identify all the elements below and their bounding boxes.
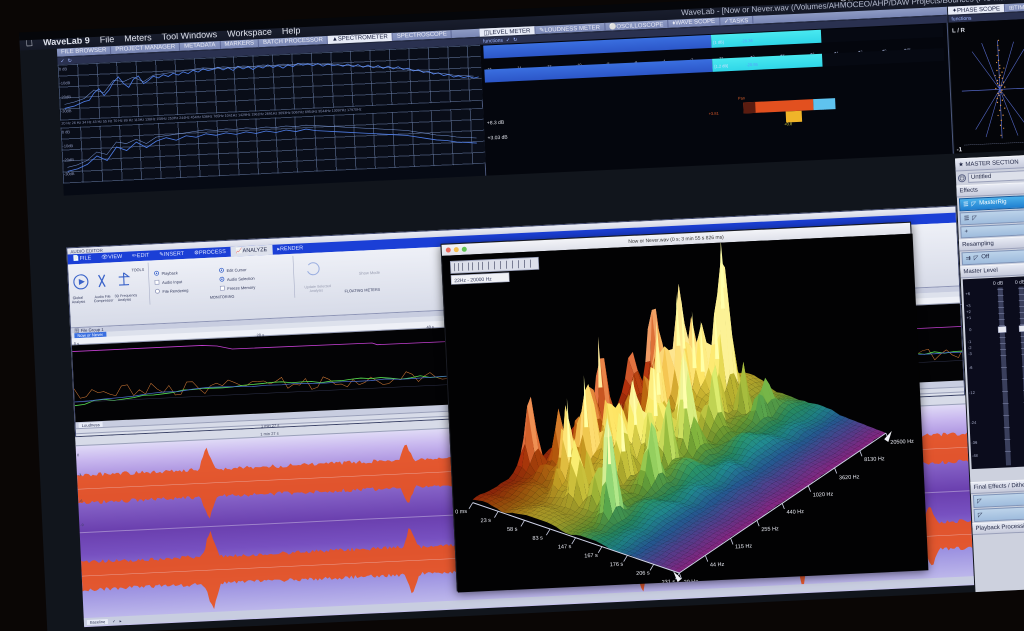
svg-text:176 s: 176 s <box>610 562 624 569</box>
svg-text:Analysis: Analysis <box>72 300 86 305</box>
svg-text:115 Hz: 115 Hz <box>735 544 753 551</box>
svg-text:-20dB: -20dB <box>60 94 71 100</box>
svg-text:206 s: 206 s <box>636 570 650 577</box>
svg-text:0: 0 <box>77 453 79 457</box>
svg-text:-10dB: -10dB <box>59 80 70 86</box>
svg-text:+2: +2 <box>966 309 972 314</box>
svg-text:+3: +3 <box>966 303 972 308</box>
svg-text:8130 Hz: 8130 Hz <box>864 456 885 463</box>
svg-text:0 dB: 0 dB <box>62 129 71 134</box>
svg-text:FLOATING METERS: FLOATING METERS <box>345 288 381 294</box>
svg-text:-6: -6 <box>969 365 974 370</box>
svg-text:0 dB: 0 dB <box>1015 279 1024 286</box>
svg-text:File Rendering: File Rendering <box>162 288 188 294</box>
svg-text:23 s: 23 s <box>480 518 491 524</box>
svg-text:-3: -3 <box>78 473 81 477</box>
svg-text:20500 Hz: 20500 Hz <box>890 439 914 446</box>
svg-text:-10dB: -10dB <box>62 143 73 149</box>
svg-text:TOOLS: TOOLS <box>131 268 144 273</box>
svg-text:Compressor: Compressor <box>94 298 115 303</box>
svg-text:-12: -12 <box>969 390 976 395</box>
svg-text:58 s: 58 s <box>507 527 518 533</box>
svg-text:-48: -48 <box>972 453 979 458</box>
svg-text:+3.81: +3.81 <box>709 111 720 117</box>
svg-text:44 Hz: 44 Hz <box>710 562 725 569</box>
svg-text:Audio Selection: Audio Selection <box>227 276 255 282</box>
svg-text:+1: +1 <box>966 315 972 320</box>
svg-text:-1: -1 <box>968 339 973 344</box>
svg-text:Analysis: Analysis <box>118 298 132 303</box>
svg-text:-9: -9 <box>80 523 83 527</box>
svg-text:0 dB: 0 dB <box>993 280 1004 287</box>
svg-text:Analysis: Analysis <box>309 288 323 293</box>
svg-text:Freeze Memory: Freeze Memory <box>227 285 255 291</box>
svg-text:-6: -6 <box>79 499 82 503</box>
svg-text:1020 Hz: 1020 Hz <box>813 492 834 499</box>
svg-text:22Hz - 20000 Hz: 22Hz - 20000 Hz <box>454 276 492 284</box>
svg-text:147 s: 147 s <box>558 544 572 551</box>
svg-text:-1: -1 <box>957 147 963 153</box>
svg-text:+3.03 dB: +3.03 dB <box>487 135 508 142</box>
svg-text:L / R: L / R <box>952 28 966 35</box>
svg-text:0 ms: 0 ms <box>455 509 467 516</box>
svg-text:255 Hz: 255 Hz <box>761 526 779 533</box>
svg-text:0 dB: 0 dB <box>59 66 68 71</box>
svg-text:-20dB: -20dB <box>63 157 74 163</box>
svg-text:3620 Hz: 3620 Hz <box>839 474 860 481</box>
svg-text:0: 0 <box>969 327 972 332</box>
svg-text:Edit Cursor: Edit Cursor <box>226 267 247 273</box>
svg-text:-3: -3 <box>968 351 973 356</box>
svg-text:83 s: 83 s <box>532 535 543 541</box>
svg-text:-30dB: -30dB <box>61 108 72 114</box>
svg-text:-24: -24 <box>970 420 977 425</box>
svg-text:Audio Input: Audio Input <box>162 279 183 285</box>
svg-text:1 min 27 s: 1 min 27 s <box>260 431 279 437</box>
svg-text:+6: +6 <box>965 291 971 296</box>
svg-text:MONITORING: MONITORING <box>210 295 235 300</box>
svg-text:Pan: Pan <box>738 95 745 100</box>
svg-text:+8.3 dB: +8.3 dB <box>487 120 505 127</box>
svg-text:Playback: Playback <box>161 270 177 276</box>
svg-text:-30dB: -30dB <box>64 171 75 177</box>
svg-text:167 s: 167 s <box>584 553 598 560</box>
svg-text:Show Mode: Show Mode <box>359 270 381 276</box>
svg-text:-2: -2 <box>968 345 973 350</box>
svg-text:440 Hz: 440 Hz <box>786 509 804 516</box>
svg-text:-36: -36 <box>971 440 978 445</box>
